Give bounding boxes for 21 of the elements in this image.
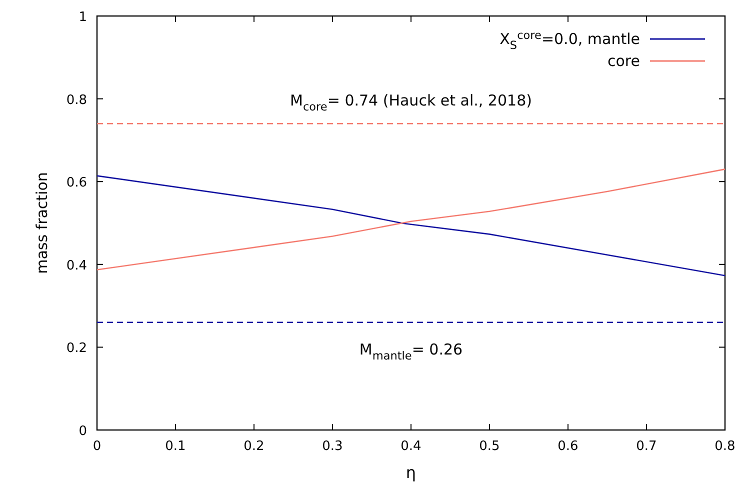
y-tick-label: 0.6	[66, 176, 87, 191]
legend-label: core	[608, 52, 640, 70]
x-tick-label: 0.4	[400, 439, 422, 454]
y-axis-title: mass fraction	[33, 172, 51, 274]
x-tick-label: 0.5	[479, 439, 500, 454]
x-tick-label: 0.8	[714, 439, 736, 454]
legend-label: X$_{S}$$^{core}$=0.0, mantle	[500, 29, 640, 52]
ref-line-label: M$_{core}$= 0.74 (Hauck et al., 2018)	[290, 92, 532, 114]
y-tick-label: 0.2	[66, 341, 87, 356]
y-tick-label: 0.8	[66, 92, 87, 108]
x-tick-label: 0.7	[636, 439, 657, 454]
x-tick-label: 0.2	[244, 439, 264, 454]
x-tick-label: 0.6	[558, 439, 578, 454]
x-tick-label: 0	[92, 439, 102, 454]
y-tick-label: 0	[78, 424, 87, 439]
ref-line-label: M$_{mantle}$= 0.26	[359, 340, 463, 362]
x-tick-label: 0.3	[322, 439, 343, 454]
x-tick-label: 0.1	[165, 439, 186, 454]
x-axis-title: η	[406, 463, 416, 482]
y-tick-label: 1	[78, 10, 87, 25]
y-tick-label: 0.4	[66, 258, 87, 274]
